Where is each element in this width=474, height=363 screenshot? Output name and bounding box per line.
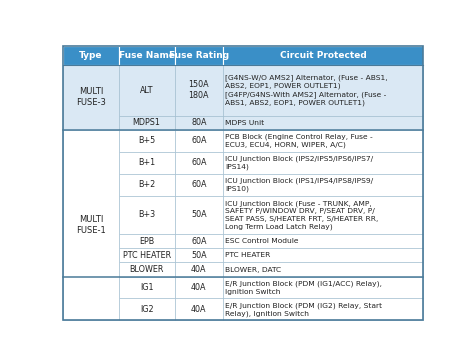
Bar bbox=[223, 174, 423, 196]
Bar bbox=[174, 152, 223, 174]
Text: 50A: 50A bbox=[191, 211, 207, 219]
Text: EPB: EPB bbox=[139, 237, 154, 246]
Bar bbox=[118, 116, 174, 130]
Bar bbox=[63, 46, 118, 65]
Bar bbox=[223, 277, 423, 298]
Text: E/R Junction Block (PDM (IG1/ACC) Relay),
Ignition Switch: E/R Junction Block (PDM (IG1/ACC) Relay)… bbox=[225, 281, 383, 294]
Text: ESC Control Module: ESC Control Module bbox=[225, 238, 299, 244]
Text: 60A: 60A bbox=[191, 136, 207, 146]
Text: 60A: 60A bbox=[191, 180, 207, 189]
Text: BLOWER, DATC: BLOWER, DATC bbox=[225, 266, 282, 273]
Text: MDPS1: MDPS1 bbox=[133, 118, 161, 127]
Text: [G4NS-W/O AMS2] Alternator, (Fuse - ABS1,
ABS2, EOP1, POWER OUTLET1)
[G4FP/G4NS-: [G4NS-W/O AMS2] Alternator, (Fuse - ABS1… bbox=[225, 75, 388, 106]
Bar bbox=[118, 46, 174, 65]
Bar bbox=[223, 262, 423, 277]
Bar bbox=[174, 277, 223, 298]
Text: B+5: B+5 bbox=[138, 136, 155, 146]
Bar bbox=[174, 298, 223, 320]
Bar bbox=[223, 46, 423, 65]
Text: 60A: 60A bbox=[191, 237, 207, 246]
Bar bbox=[174, 46, 223, 65]
Text: 60A: 60A bbox=[191, 158, 207, 167]
Bar bbox=[223, 234, 423, 248]
Bar bbox=[223, 248, 423, 262]
Text: ICU Junction Block (Fuse - TRUNK, AMP,
SAFETY P/WINDOW DRV, P/SEAT DRV, P/
SEAT : ICU Junction Block (Fuse - TRUNK, AMP, S… bbox=[225, 200, 379, 230]
Bar bbox=[174, 248, 223, 262]
Text: Circuit Protected: Circuit Protected bbox=[280, 51, 366, 60]
Text: B+2: B+2 bbox=[138, 180, 155, 189]
Text: PTC HEATER: PTC HEATER bbox=[123, 251, 171, 260]
Bar bbox=[174, 234, 223, 248]
Text: 80A: 80A bbox=[191, 118, 207, 127]
Bar bbox=[118, 174, 174, 196]
Bar bbox=[223, 65, 423, 116]
Bar bbox=[118, 262, 174, 277]
Text: PCB Block (Engine Control Relay, Fuse -
ECU3, ECU4, HORN, WIPER, A/C): PCB Block (Engine Control Relay, Fuse - … bbox=[225, 134, 373, 148]
Bar bbox=[118, 298, 174, 320]
Bar bbox=[118, 196, 174, 234]
Text: Fuse Rating: Fuse Rating bbox=[169, 51, 229, 60]
Text: MULTI
FUSE-1: MULTI FUSE-1 bbox=[76, 215, 106, 235]
Bar bbox=[223, 116, 423, 130]
Text: B+3: B+3 bbox=[138, 211, 155, 219]
Text: B+1: B+1 bbox=[138, 158, 155, 167]
Text: MDPS Unit: MDPS Unit bbox=[225, 120, 264, 126]
Text: IG1: IG1 bbox=[140, 283, 154, 292]
Bar bbox=[174, 262, 223, 277]
Text: ICU Junction Block (IPS1/IPS4/IPS8/IPS9/
IPS10): ICU Junction Block (IPS1/IPS4/IPS8/IPS9/… bbox=[225, 178, 374, 192]
Text: MULTI
FUSE-3: MULTI FUSE-3 bbox=[76, 87, 106, 107]
Bar bbox=[223, 196, 423, 234]
Text: ALT: ALT bbox=[140, 86, 154, 95]
Bar bbox=[174, 116, 223, 130]
Bar bbox=[223, 152, 423, 174]
Bar bbox=[174, 65, 223, 116]
Text: 40A: 40A bbox=[191, 265, 207, 274]
Bar bbox=[223, 298, 423, 320]
Bar bbox=[174, 174, 223, 196]
Text: IG2: IG2 bbox=[140, 305, 154, 314]
Text: Fuse Name: Fuse Name bbox=[118, 51, 174, 60]
Text: PTC HEATER: PTC HEATER bbox=[225, 252, 271, 258]
Bar bbox=[118, 130, 174, 152]
Text: E/R Junction Block (PDM (IG2) Relay, Start
Relay), Ignition Switch: E/R Junction Block (PDM (IG2) Relay, Sta… bbox=[225, 302, 383, 317]
Bar bbox=[118, 65, 174, 116]
Text: Type: Type bbox=[79, 51, 102, 60]
Text: 150A
180A: 150A 180A bbox=[189, 80, 209, 100]
Bar bbox=[118, 277, 174, 298]
Text: 50A: 50A bbox=[191, 251, 207, 260]
Bar bbox=[223, 130, 423, 152]
Text: 40A: 40A bbox=[191, 305, 207, 314]
Bar bbox=[63, 130, 118, 320]
Bar bbox=[118, 248, 174, 262]
Bar bbox=[174, 196, 223, 234]
Bar bbox=[118, 234, 174, 248]
Bar bbox=[118, 152, 174, 174]
Bar bbox=[63, 65, 118, 130]
Text: BLOWER: BLOWER bbox=[129, 265, 164, 274]
Bar bbox=[174, 130, 223, 152]
Text: 40A: 40A bbox=[191, 283, 207, 292]
Text: ICU Junction Block (IPS2/IPS5/IPS6/IPS7/
IPS14): ICU Junction Block (IPS2/IPS5/IPS6/IPS7/… bbox=[225, 156, 374, 170]
